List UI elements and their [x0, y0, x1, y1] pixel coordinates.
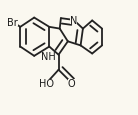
- Text: HO: HO: [39, 78, 55, 88]
- FancyBboxPatch shape: [6, 19, 18, 27]
- FancyBboxPatch shape: [41, 79, 52, 86]
- FancyBboxPatch shape: [43, 53, 54, 60]
- FancyBboxPatch shape: [67, 79, 75, 86]
- Text: O: O: [67, 78, 75, 88]
- Text: N: N: [70, 16, 77, 26]
- FancyBboxPatch shape: [70, 17, 77, 24]
- Text: NH: NH: [41, 51, 55, 61]
- Text: Br: Br: [7, 18, 18, 28]
